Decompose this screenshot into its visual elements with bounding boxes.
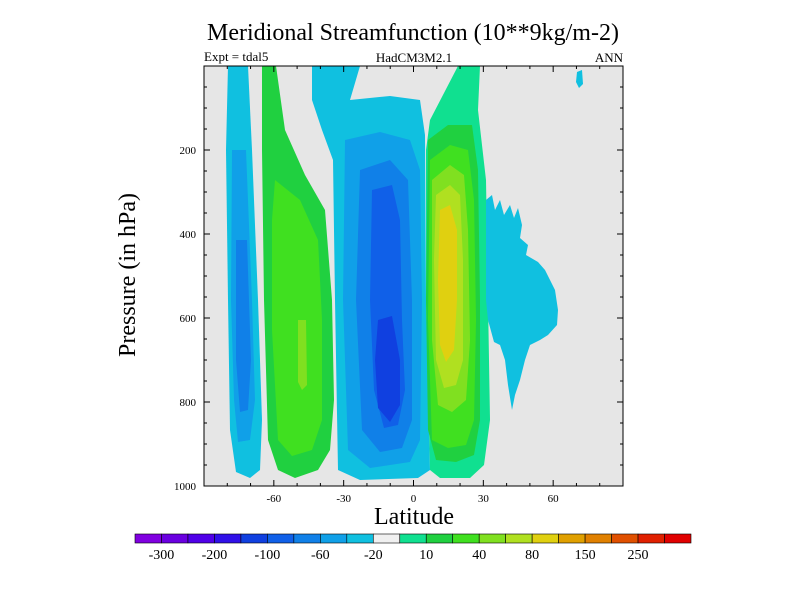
y-tick-label: 1000 <box>174 481 197 493</box>
x-tick-label: 0 <box>411 493 417 505</box>
x-axis-ticks: -60 -30 0 30 60 <box>203 66 624 505</box>
y-tick-label: 600 <box>180 313 197 325</box>
colorbar-label: 80 <box>525 548 539 563</box>
colorbar-label: -200 <box>202 548 228 563</box>
left-label: Expt = tdal5 <box>204 49 268 64</box>
contour-ferrel-south-core <box>298 320 307 390</box>
contour-hadley-south-peak <box>375 316 400 422</box>
colorbar-label: 40 <box>472 548 486 563</box>
colorbar-swatch <box>372 533 401 544</box>
colorbar-swatch <box>240 533 268 544</box>
colorbar-swatch <box>346 533 374 544</box>
colorbar-swatch <box>267 533 295 544</box>
x-tick-label: -30 <box>336 493 351 505</box>
colorbar-swatch <box>584 533 612 544</box>
colorbar-swatch <box>214 533 242 544</box>
contour-hadley-north-peak <box>438 205 457 362</box>
colorbar-swatch <box>452 533 480 544</box>
colorbar-swatch <box>187 533 215 544</box>
colorbar-label: -100 <box>255 548 281 563</box>
colorbar-swatch <box>531 533 559 544</box>
colorbar-label: 250 <box>628 548 649 563</box>
right-label: ANN <box>595 50 624 65</box>
y-axis-ticks: 200 400 600 800 1000 <box>174 86 623 493</box>
x-tick-label: 60 <box>548 493 560 505</box>
contour-ferrel-north <box>486 195 558 410</box>
contour-polar-south-core <box>236 240 251 412</box>
x-axis-label: Latitude <box>374 504 454 530</box>
colorbar-swatch <box>664 533 692 544</box>
colorbar-label: -20 <box>364 548 383 563</box>
x-tick-label: -60 <box>266 493 281 505</box>
colorbar-swatch <box>611 533 639 544</box>
colorbar-label: 150 <box>575 548 596 563</box>
x-tick-label: 30 <box>478 493 490 505</box>
colorbar-swatch <box>293 533 321 544</box>
colorbar: -300 -200 -100 -60 -20 10 40 80 150 250 <box>134 533 692 563</box>
colorbar-swatch <box>161 533 189 544</box>
colorbar-swatch <box>425 533 454 544</box>
y-tick-label: 400 <box>180 229 197 241</box>
colorbar-swatch <box>637 533 665 544</box>
colorbar-label: -300 <box>149 548 175 563</box>
colorbar-label: 10 <box>419 548 433 563</box>
colorbar-label: -60 <box>311 548 330 563</box>
colorbar-swatch <box>399 533 427 544</box>
y-tick-label: 200 <box>180 145 197 157</box>
contour-ferrel-south-mid <box>272 180 322 456</box>
colorbar-swatch <box>134 533 162 544</box>
contour-polar-north <box>576 70 583 88</box>
colorbar-swatch <box>320 533 348 544</box>
y-tick-label: 800 <box>180 397 197 409</box>
chart-title: Meridional Streamfunction (10**9kg/m-2) <box>207 20 619 46</box>
y-axis-label: Pressure (in hPa) <box>115 193 141 357</box>
center-label: HadCM3M2.1 <box>376 50 452 65</box>
colorbar-swatch <box>558 533 586 544</box>
colorbar-swatch <box>478 533 506 544</box>
colorbar-swatch <box>505 533 533 544</box>
contour-fills <box>226 66 583 480</box>
